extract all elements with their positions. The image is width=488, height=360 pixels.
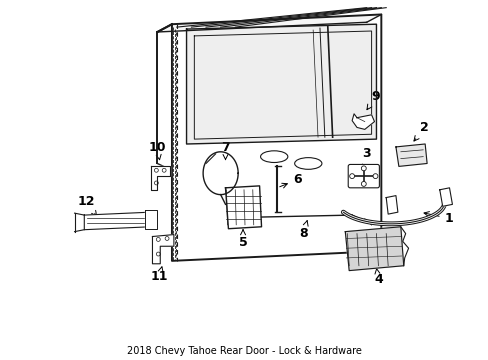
Circle shape bbox=[361, 181, 366, 186]
Polygon shape bbox=[144, 210, 157, 229]
Polygon shape bbox=[172, 14, 381, 261]
Polygon shape bbox=[152, 235, 174, 264]
Text: 7: 7 bbox=[221, 141, 229, 160]
Text: 4: 4 bbox=[373, 268, 382, 286]
Ellipse shape bbox=[294, 158, 321, 169]
Text: 9: 9 bbox=[366, 90, 380, 110]
Circle shape bbox=[372, 174, 377, 179]
Polygon shape bbox=[186, 24, 376, 144]
Polygon shape bbox=[386, 195, 397, 214]
Text: 12: 12 bbox=[77, 195, 97, 216]
Ellipse shape bbox=[260, 151, 287, 162]
Text: 3: 3 bbox=[362, 147, 370, 170]
Text: 5: 5 bbox=[238, 230, 247, 249]
Polygon shape bbox=[351, 114, 374, 129]
Polygon shape bbox=[345, 227, 403, 271]
Text: 2: 2 bbox=[413, 121, 428, 141]
Text: 2018 Chevy Tahoe Rear Door - Lock & Hardware: 2018 Chevy Tahoe Rear Door - Lock & Hard… bbox=[127, 346, 361, 356]
Polygon shape bbox=[150, 166, 170, 190]
Polygon shape bbox=[395, 144, 426, 166]
Text: 10: 10 bbox=[148, 141, 166, 160]
Text: 6: 6 bbox=[279, 173, 302, 188]
Circle shape bbox=[361, 166, 366, 171]
Text: 11: 11 bbox=[150, 267, 168, 283]
Polygon shape bbox=[225, 186, 261, 229]
FancyBboxPatch shape bbox=[347, 165, 379, 188]
Circle shape bbox=[349, 174, 354, 179]
Text: 8: 8 bbox=[299, 221, 307, 239]
Text: 1: 1 bbox=[423, 212, 452, 225]
Polygon shape bbox=[84, 212, 150, 230]
Polygon shape bbox=[157, 14, 381, 32]
Polygon shape bbox=[439, 188, 451, 206]
